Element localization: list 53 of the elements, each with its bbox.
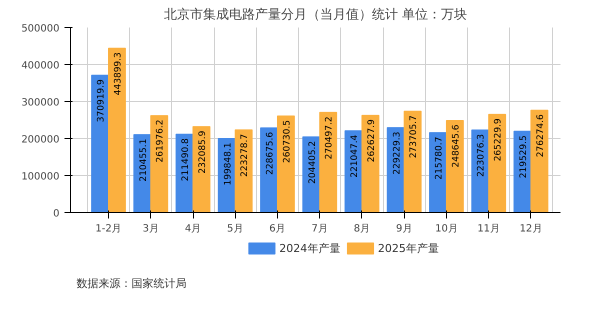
legend-label: 2024年产量 (279, 242, 340, 255)
data-label: 204405.2 (308, 140, 318, 184)
x-tick-label: 8月 (354, 224, 370, 234)
bar (234, 129, 253, 212)
data-label: 232085.9 (198, 130, 208, 174)
bar (530, 110, 548, 212)
data-label: 262627.9 (366, 119, 377, 162)
y-tick-label: 200000 (21, 134, 60, 146)
data-label: 443899.3 (113, 52, 124, 96)
bar (108, 48, 126, 212)
bar (319, 112, 338, 212)
data-label: 211490.8 (181, 138, 192, 182)
x-tick-label: 10月 (435, 224, 458, 234)
data-label: 270497.2 (324, 116, 335, 160)
legend-label: 2025年产量 (378, 242, 439, 255)
data-label: 228675.6 (266, 132, 276, 175)
bar (404, 110, 422, 212)
y-tick-label: 300000 (21, 98, 60, 108)
x-tick-label: 5月 (227, 224, 244, 234)
y-tick-label: 500000 (21, 24, 60, 34)
x-tick-label: 9月 (396, 224, 412, 234)
chart-title: 北京市集成电路产量分月（当月值）统计 单位：万块 (164, 8, 468, 22)
y-tick-label: 0 (53, 208, 60, 220)
data-label: 223278.7 (240, 134, 250, 177)
data-label: 260730.5 (282, 120, 292, 163)
bar (488, 114, 506, 212)
data-label: 370919.9 (96, 78, 107, 122)
y-tick-label: 400000 (21, 60, 60, 72)
x-tick-label: 6月 (269, 224, 286, 234)
x-tick-label: 3月 (142, 224, 159, 234)
bar (361, 114, 380, 212)
source-note: 数据来源：国家统计局 (76, 276, 186, 290)
data-label: 273705.7 (409, 115, 420, 158)
bar (446, 120, 464, 212)
bar (276, 116, 295, 212)
data-label: 276274.6 (536, 114, 546, 158)
data-label: 248645.6 (451, 124, 462, 168)
x-tick-label: 7月 (312, 224, 328, 234)
x-tick-label: 4月 (184, 224, 202, 234)
data-label: 229229.3 (392, 132, 402, 175)
data-label: 223076.3 (476, 134, 487, 177)
data-label: 219529.5 (518, 135, 529, 178)
x-tick-label: 12月 (520, 224, 542, 234)
x-tick-label: 11月 (477, 224, 500, 234)
data-label: 210455.1 (138, 138, 149, 182)
data-label: 265229.9 (494, 118, 504, 162)
data-label: 221047.4 (350, 134, 360, 178)
data-label: 199848.1 (223, 142, 234, 186)
data-label: 261976.2 (156, 120, 166, 163)
x-tick-label: 1-2月 (95, 224, 122, 234)
data-label: 215780.7 (434, 136, 444, 180)
y-tick-label: 100000 (21, 172, 60, 182)
bar (192, 126, 210, 212)
